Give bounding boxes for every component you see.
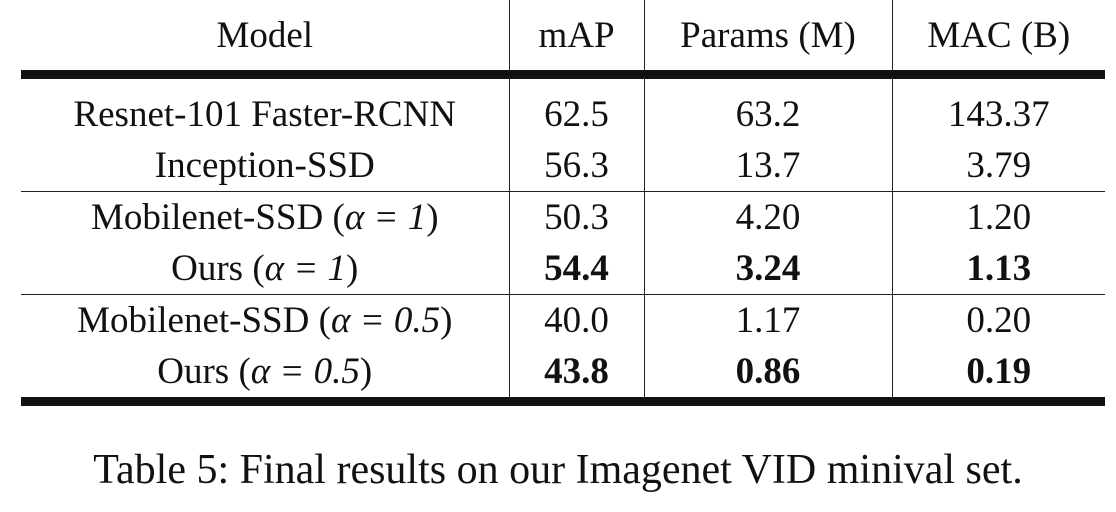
cell-model: Ours (α = 1) (21, 243, 509, 295)
cell-params: 13.7 (643, 140, 892, 192)
model-paren: ) (346, 248, 359, 289)
table-row: Ours (α = 0.5) 43.8 0.86 0.19 (21, 346, 1105, 406)
table-row: Resnet-101 Faster-RCNN 62.5 63.2 143.37 (21, 89, 1105, 140)
cell-mac: 1.20 (891, 191, 1105, 243)
header-mac: MAC (B) (891, 0, 1105, 79)
cell-params: 3.24 (643, 243, 892, 295)
cell-mac: 0.19 (891, 346, 1105, 406)
table-header-row: Model mAP Params (M) MAC (B) (21, 0, 1105, 79)
spacer-row (21, 74, 1105, 89)
cell-map: 62.5 (508, 89, 644, 140)
cell-model: Mobilenet-SSD (α = 0.5) (21, 295, 509, 347)
model-alpha: α = 1 (264, 248, 347, 289)
table-row: Mobilenet-SSD (α = 1) 50.3 4.20 1.20 (21, 191, 1105, 244)
header-model: Model (21, 0, 509, 79)
model-paren: ) (359, 351, 373, 392)
cell-params: 1.17 (643, 294, 892, 346)
table-row: Mobilenet-SSD (α = 0.5) 40.0 1.17 0.20 (21, 294, 1105, 347)
cell-mac: 0.20 (891, 294, 1105, 346)
results-table-container: Model mAP Params (M) MAC (B) Resnet-101 … (21, 0, 1105, 406)
header-params: Params (M) (643, 0, 892, 79)
table-row: Ours (α = 1) 54.4 3.24 1.13 (21, 243, 1105, 295)
cell-params: 0.86 (643, 346, 892, 406)
cell-map: 54.4 (508, 243, 644, 295)
table-row: Inception-SSD 56.3 13.7 3.79 (21, 140, 1105, 192)
cell-map: 56.3 (508, 140, 644, 192)
model-alpha: α = 0.5 (250, 351, 360, 392)
model-alpha: α = 1 (344, 197, 427, 238)
model-name: Mobilenet-SSD ( (90, 197, 345, 238)
cell-params: 63.2 (643, 89, 892, 140)
cell-model: Resnet-101 Faster-RCNN (21, 89, 509, 140)
cell-map: 43.8 (508, 346, 644, 406)
model-name: Ours ( (171, 248, 265, 289)
header-map: mAP (508, 0, 644, 79)
results-table: Model mAP Params (M) MAC (B) Resnet-101 … (21, 0, 1105, 406)
cell-model: Inception-SSD (21, 140, 509, 192)
cell-model: Ours (α = 0.5) (21, 346, 509, 406)
cell-model: Mobilenet-SSD (α = 1) (21, 192, 509, 244)
model-name: Ours ( (157, 351, 251, 392)
model-alpha: α = 0.5 (330, 300, 441, 341)
model-name: Resnet-101 Faster-RCNN (73, 94, 457, 135)
cell-params: 4.20 (643, 191, 892, 243)
cell-mac: 1.13 (891, 243, 1105, 295)
cell-mac: 3.79 (891, 140, 1105, 192)
model-paren: ) (440, 300, 453, 341)
model-name: Inception-SSD (154, 145, 375, 186)
table-caption: Table 5: Final results on our Imagenet V… (93, 447, 1023, 493)
cell-map: 40.0 (508, 294, 644, 346)
model-name: Mobilenet-SSD ( (77, 300, 331, 341)
cell-mac: 143.37 (891, 89, 1105, 140)
cell-map: 50.3 (508, 191, 644, 243)
model-paren: ) (426, 197, 439, 238)
